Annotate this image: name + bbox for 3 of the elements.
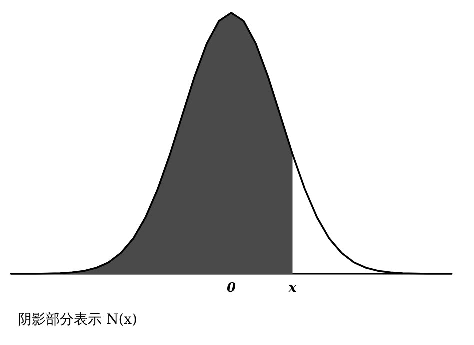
text: 阴影部分表示 N(x)	[18, 312, 138, 328]
x-tick-label: 0	[226, 281, 236, 296]
x-tick-label: x	[288, 281, 297, 296]
